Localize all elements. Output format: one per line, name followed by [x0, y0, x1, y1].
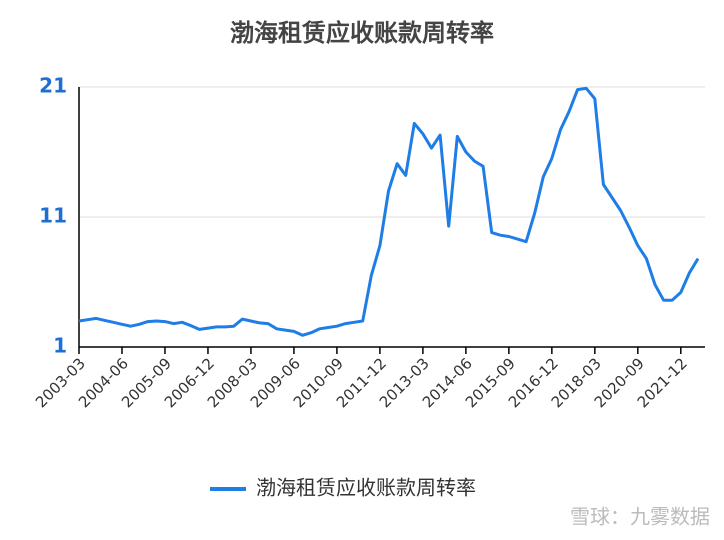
chart-title: 渤海租赁应收账款周转率: [230, 19, 494, 47]
y-tick-label: 11: [39, 204, 67, 228]
data-line: [78, 86, 700, 337]
watermark: 雪球：九雾数据: [570, 505, 710, 529]
y-tick-label: 21: [39, 74, 67, 98]
y-tick-label: 1: [53, 334, 67, 358]
legend-label: 渤海租赁应收账款周转率: [256, 476, 476, 500]
